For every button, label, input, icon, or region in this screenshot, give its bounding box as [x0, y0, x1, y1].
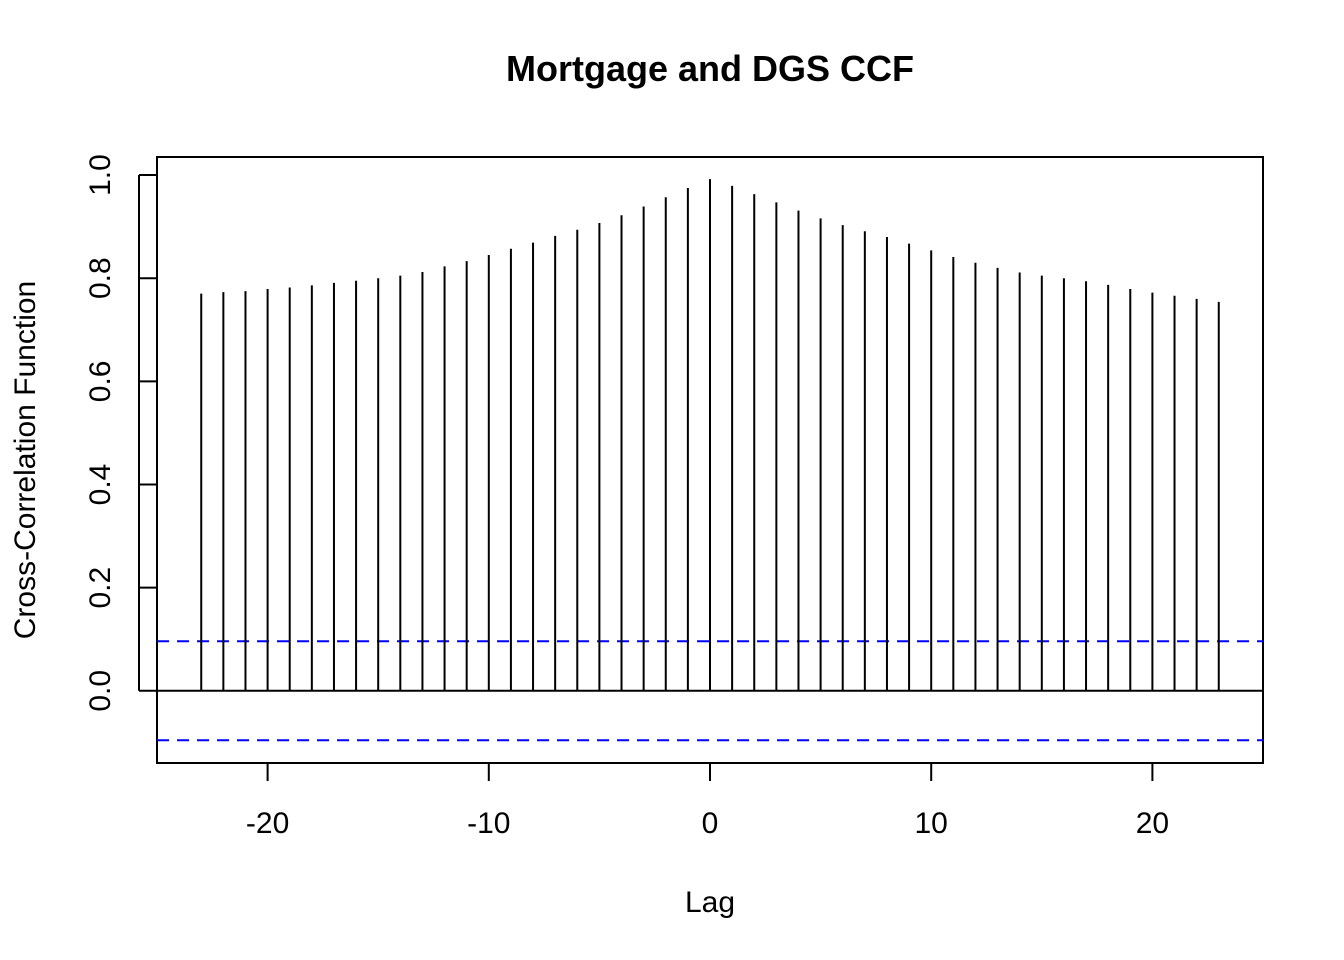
x-tick-label: -20 — [246, 807, 289, 840]
y-tick-label: 1.0 — [84, 154, 117, 196]
x-tick-label: -10 — [467, 807, 510, 840]
y-tick-label: 0.8 — [84, 257, 117, 299]
y-tick-label: 0.4 — [84, 464, 117, 506]
y-tick-label: 0.2 — [84, 567, 117, 609]
x-tick-label: 0 — [702, 807, 719, 840]
y-axis: 0.0 0.2 0.4 0.6 0.8 1.0 — [84, 154, 157, 712]
x-axis-label: Lag — [685, 886, 735, 919]
y-axis-label: Cross-Correlation Function — [9, 281, 42, 639]
chart-title: Mortgage and DGS CCF — [506, 48, 914, 89]
x-tick-label: 10 — [915, 807, 948, 840]
ccf-spikes — [200, 179, 1220, 691]
y-tick-label: 0.0 — [84, 670, 117, 712]
x-axis: -20 -10 0 10 20 — [246, 763, 1169, 840]
x-tick-label: 20 — [1136, 807, 1169, 840]
y-tick-label: 0.6 — [84, 360, 117, 402]
